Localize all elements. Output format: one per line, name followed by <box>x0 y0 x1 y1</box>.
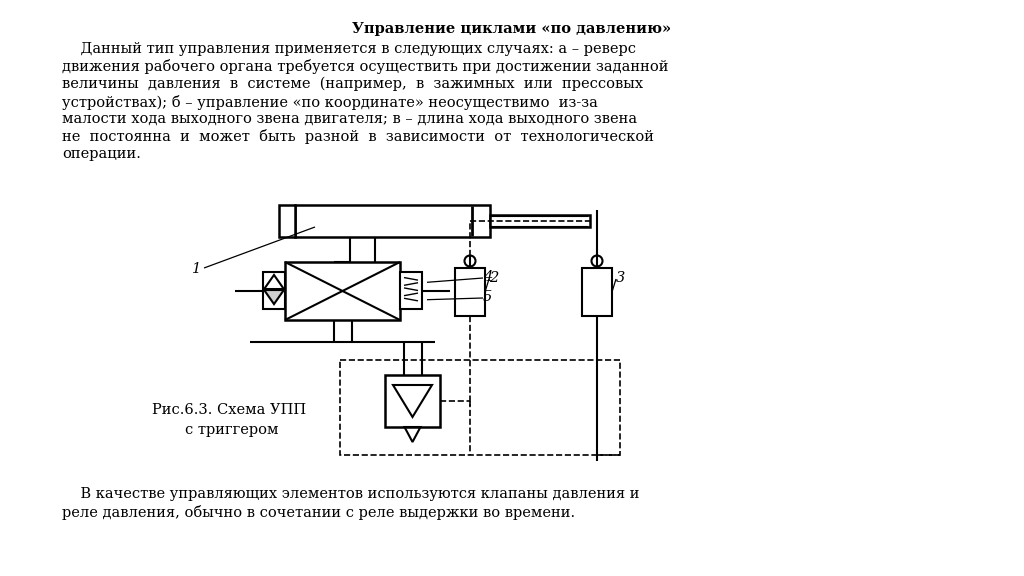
Text: движения рабочего органа требуется осуществить при достижении заданной: движения рабочего органа требуется осуще… <box>62 59 669 74</box>
Bar <box>285 262 400 320</box>
Text: с триггером: с триггером <box>185 423 279 437</box>
Text: реле давления, обычно в сочетании с реле выдержки во времени.: реле давления, обычно в сочетании с реле… <box>62 505 575 520</box>
Text: не  постоянна  и  может  быть  разной  в  зависимости  от  технологической: не постоянна и может быть разной в завис… <box>62 130 654 145</box>
Text: 4: 4 <box>483 270 493 284</box>
Bar <box>385 375 440 427</box>
Text: 2: 2 <box>489 271 499 285</box>
Text: 3: 3 <box>616 271 626 285</box>
Text: Рис.6.3. Схема УПП: Рис.6.3. Схема УПП <box>152 403 306 417</box>
Bar <box>295 205 490 237</box>
Text: величины  давления  в  системе  (например,  в  зажимных  или  прессовых: величины давления в системе (например, в… <box>62 77 643 92</box>
Bar <box>400 272 422 309</box>
Bar <box>263 272 285 309</box>
Text: Управление циклами «по давлению»: Управление циклами «по давлению» <box>352 22 672 36</box>
Text: 5: 5 <box>483 290 493 304</box>
Text: В качестве управляющих элементов используются клапаны давления и: В качестве управляющих элементов использ… <box>62 487 640 501</box>
Bar <box>582 268 612 316</box>
Bar <box>455 268 485 316</box>
Text: Данный тип управления применяется в следующих случаях: а – реверс: Данный тип управления применяется в след… <box>62 42 636 56</box>
Bar <box>340 360 620 455</box>
Text: операции.: операции. <box>62 147 141 161</box>
Bar <box>279 205 295 237</box>
Polygon shape <box>264 290 284 304</box>
Text: устройствах); б – управление «по координате» неосуществимо  из-за: устройствах); б – управление «по координ… <box>62 94 598 109</box>
Text: малости хода выходного звена двигателя; в – длина хода выходного звена: малости хода выходного звена двигателя; … <box>62 112 637 126</box>
Bar <box>490 215 590 228</box>
Text: 1: 1 <box>193 262 202 276</box>
